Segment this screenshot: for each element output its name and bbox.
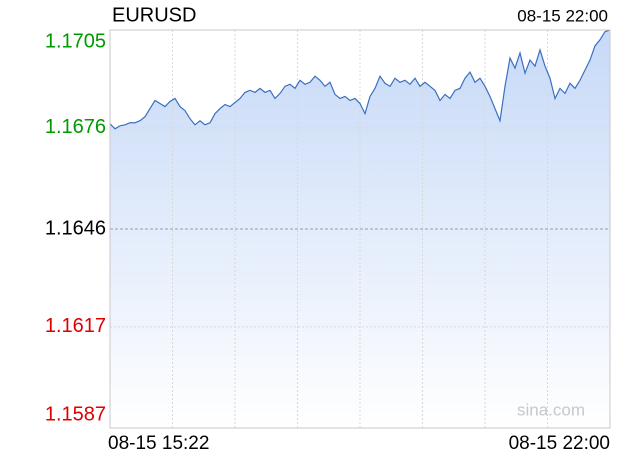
x-tick-label: 08-15 15:22: [108, 433, 209, 454]
x-tick-label: 08-15 22:00: [509, 433, 610, 454]
y-tick-label: 1.1705: [45, 30, 106, 52]
y-tick-label: 1.1676: [45, 116, 106, 138]
watermark: sina.com: [517, 400, 585, 419]
header-time: 08-15 22:00: [517, 6, 608, 25]
y-tick-label: 1.1646: [45, 217, 106, 239]
price-line: [109, 29, 611, 130]
y-tick-label: 1.1587: [45, 403, 106, 425]
y-tick-label: 1.1617: [45, 315, 106, 337]
plot-border: [109, 29, 611, 429]
chart-title: EURUSD: [112, 4, 196, 26]
